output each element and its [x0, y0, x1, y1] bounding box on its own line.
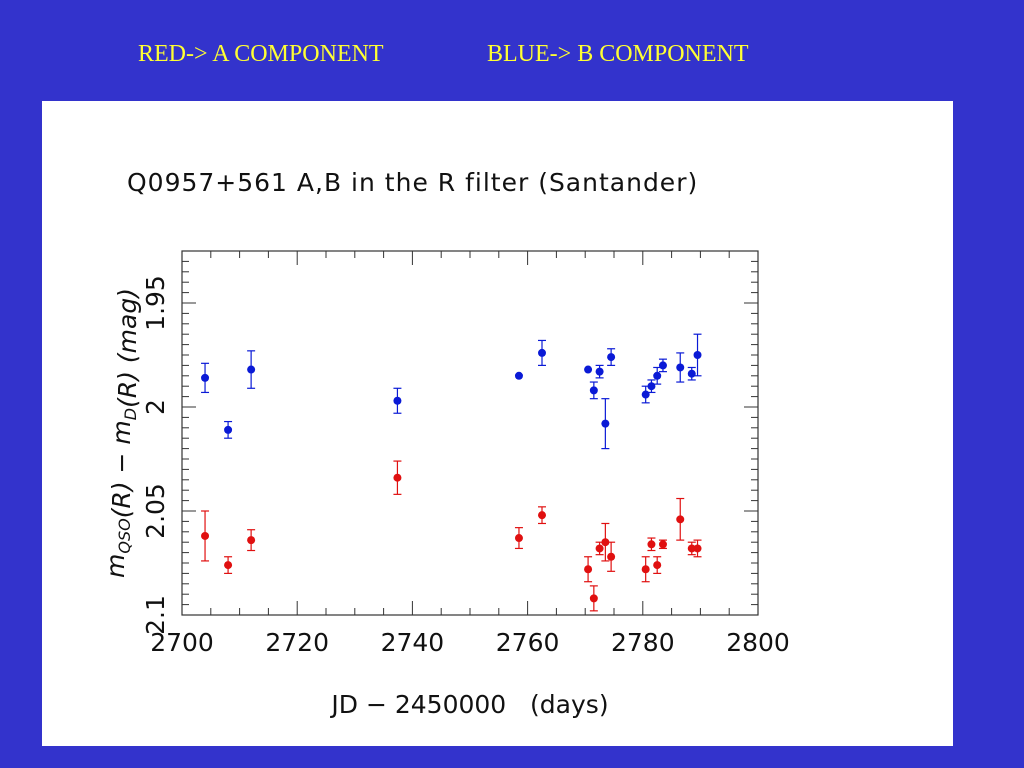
component-a-point [693, 544, 702, 553]
x-axis-label: JD − 2450000 (days) [329, 690, 608, 719]
component-b-point [538, 348, 546, 357]
component-a-point [676, 515, 685, 524]
component-b-point [647, 382, 656, 391]
component-b-point [676, 363, 685, 372]
chart-title: Q0957+561 A,B in the R filter (Santander… [127, 168, 698, 197]
y-tick-label: 2.05 [141, 483, 170, 539]
component-b-point [693, 351, 702, 359]
x-axis: 2700 2720 2740 2760 2780 2800 [150, 251, 790, 657]
scatter-chart: Q0957+561 A,B in the R filter (Santander… [101, 168, 790, 719]
component-a-point [647, 540, 656, 549]
blue-component-legend-label: BLUE-> B COMPONENT [487, 41, 749, 67]
x-tick-label: 2700 [150, 628, 214, 657]
chart-panel: Q0957+561 A,B in the R filter (Santander… [42, 101, 953, 746]
component-a-point [641, 565, 650, 574]
component-b-point [247, 365, 256, 374]
component-b-point [687, 369, 696, 378]
component-b-point [393, 396, 402, 405]
component-b-point [514, 371, 523, 380]
component-a-point [247, 536, 256, 545]
y-tick-label: 2 [141, 399, 170, 415]
data-points [201, 333, 702, 612]
component-a-point [538, 511, 546, 520]
y-tick-label: 2.1 [141, 595, 170, 635]
component-a-point [601, 538, 610, 547]
plot-frame [181, 250, 759, 616]
x-tick-label: 2740 [381, 628, 445, 657]
component-a-point [653, 561, 662, 570]
component-a-point [607, 552, 616, 561]
x-tick-label: 2800 [726, 628, 790, 657]
component-b-point [653, 371, 662, 380]
component-a-point [687, 544, 696, 553]
x-tick-label: 2760 [496, 628, 560, 657]
component-b-point [584, 365, 593, 374]
component-b-point [595, 367, 604, 376]
component-a-point [589, 594, 598, 603]
component-b-point [224, 425, 233, 434]
red-component-legend-label: RED-> A COMPONENT [138, 41, 384, 67]
component-b-point [589, 386, 598, 395]
component-a-point [514, 534, 523, 543]
component-a-point [584, 565, 593, 574]
x-tick-label: 2780 [611, 628, 675, 657]
component-a-point [201, 531, 210, 540]
component-b-point [201, 373, 210, 382]
svg-text:mQSO(R) − mD(R) (mag): mQSO(R) − mD(R) (mag) [101, 288, 142, 578]
component-b-point [601, 419, 610, 428]
component-b-point [658, 361, 667, 370]
component-b-point [641, 390, 650, 399]
component-a-point [658, 540, 667, 549]
component-a-point [224, 561, 233, 570]
component-b-point [607, 353, 616, 362]
slide-header: RED-> A COMPONENT BLUE-> B COMPONENT [0, 0, 1024, 100]
x-tick-label: 2720 [265, 628, 329, 657]
y-axis-label: mQSO(R) − mD(R) (mag) [101, 288, 142, 578]
y-tick-label: 1.95 [141, 275, 170, 331]
y-axis: 1.95 2 2.05 2.1 [141, 250, 758, 635]
component-a-point [595, 544, 604, 553]
component-a-point [393, 473, 402, 482]
